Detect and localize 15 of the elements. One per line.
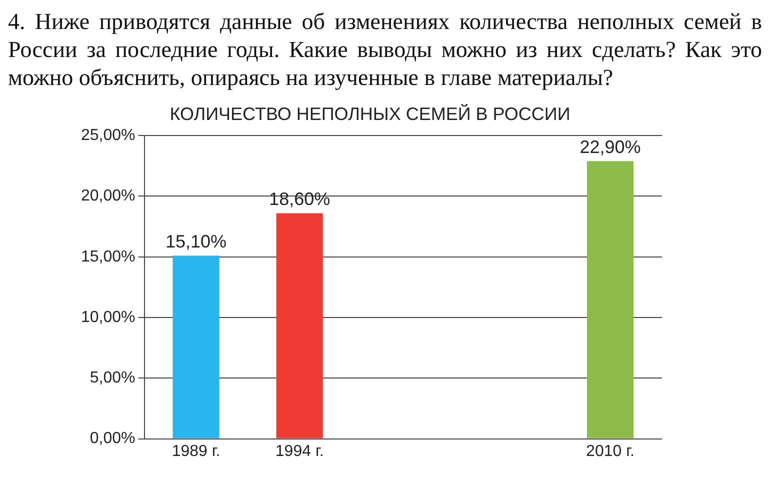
bar [586,161,634,438]
text: 4. Ниже приводятся данные об изменениях количества неполных семей в России за последние годы. Какие выводы можно из них сделать? Как это можно объяснить, опираясь на изученные в главе материалы? [8,8,762,92]
y-tick-label: 15,00% [81,248,136,266]
bar [172,256,220,438]
data-label: 15,10% [166,232,227,252]
y-tick-label: 0,00% [90,430,136,448]
data-label: 22,90% [580,137,641,158]
x-tick-label: 1989 г. [172,442,220,460]
y-tick-label: 5,00% [90,370,136,387]
x-tick-label: 1994 г. [275,442,324,460]
y-tick-label: 25,00% [81,127,136,144]
x-tick-label: 2010 г. [586,442,634,460]
bar [276,213,323,438]
y-tick-label: 10,00% [81,308,136,326]
y-tick-label: 20,00% [81,188,136,205]
